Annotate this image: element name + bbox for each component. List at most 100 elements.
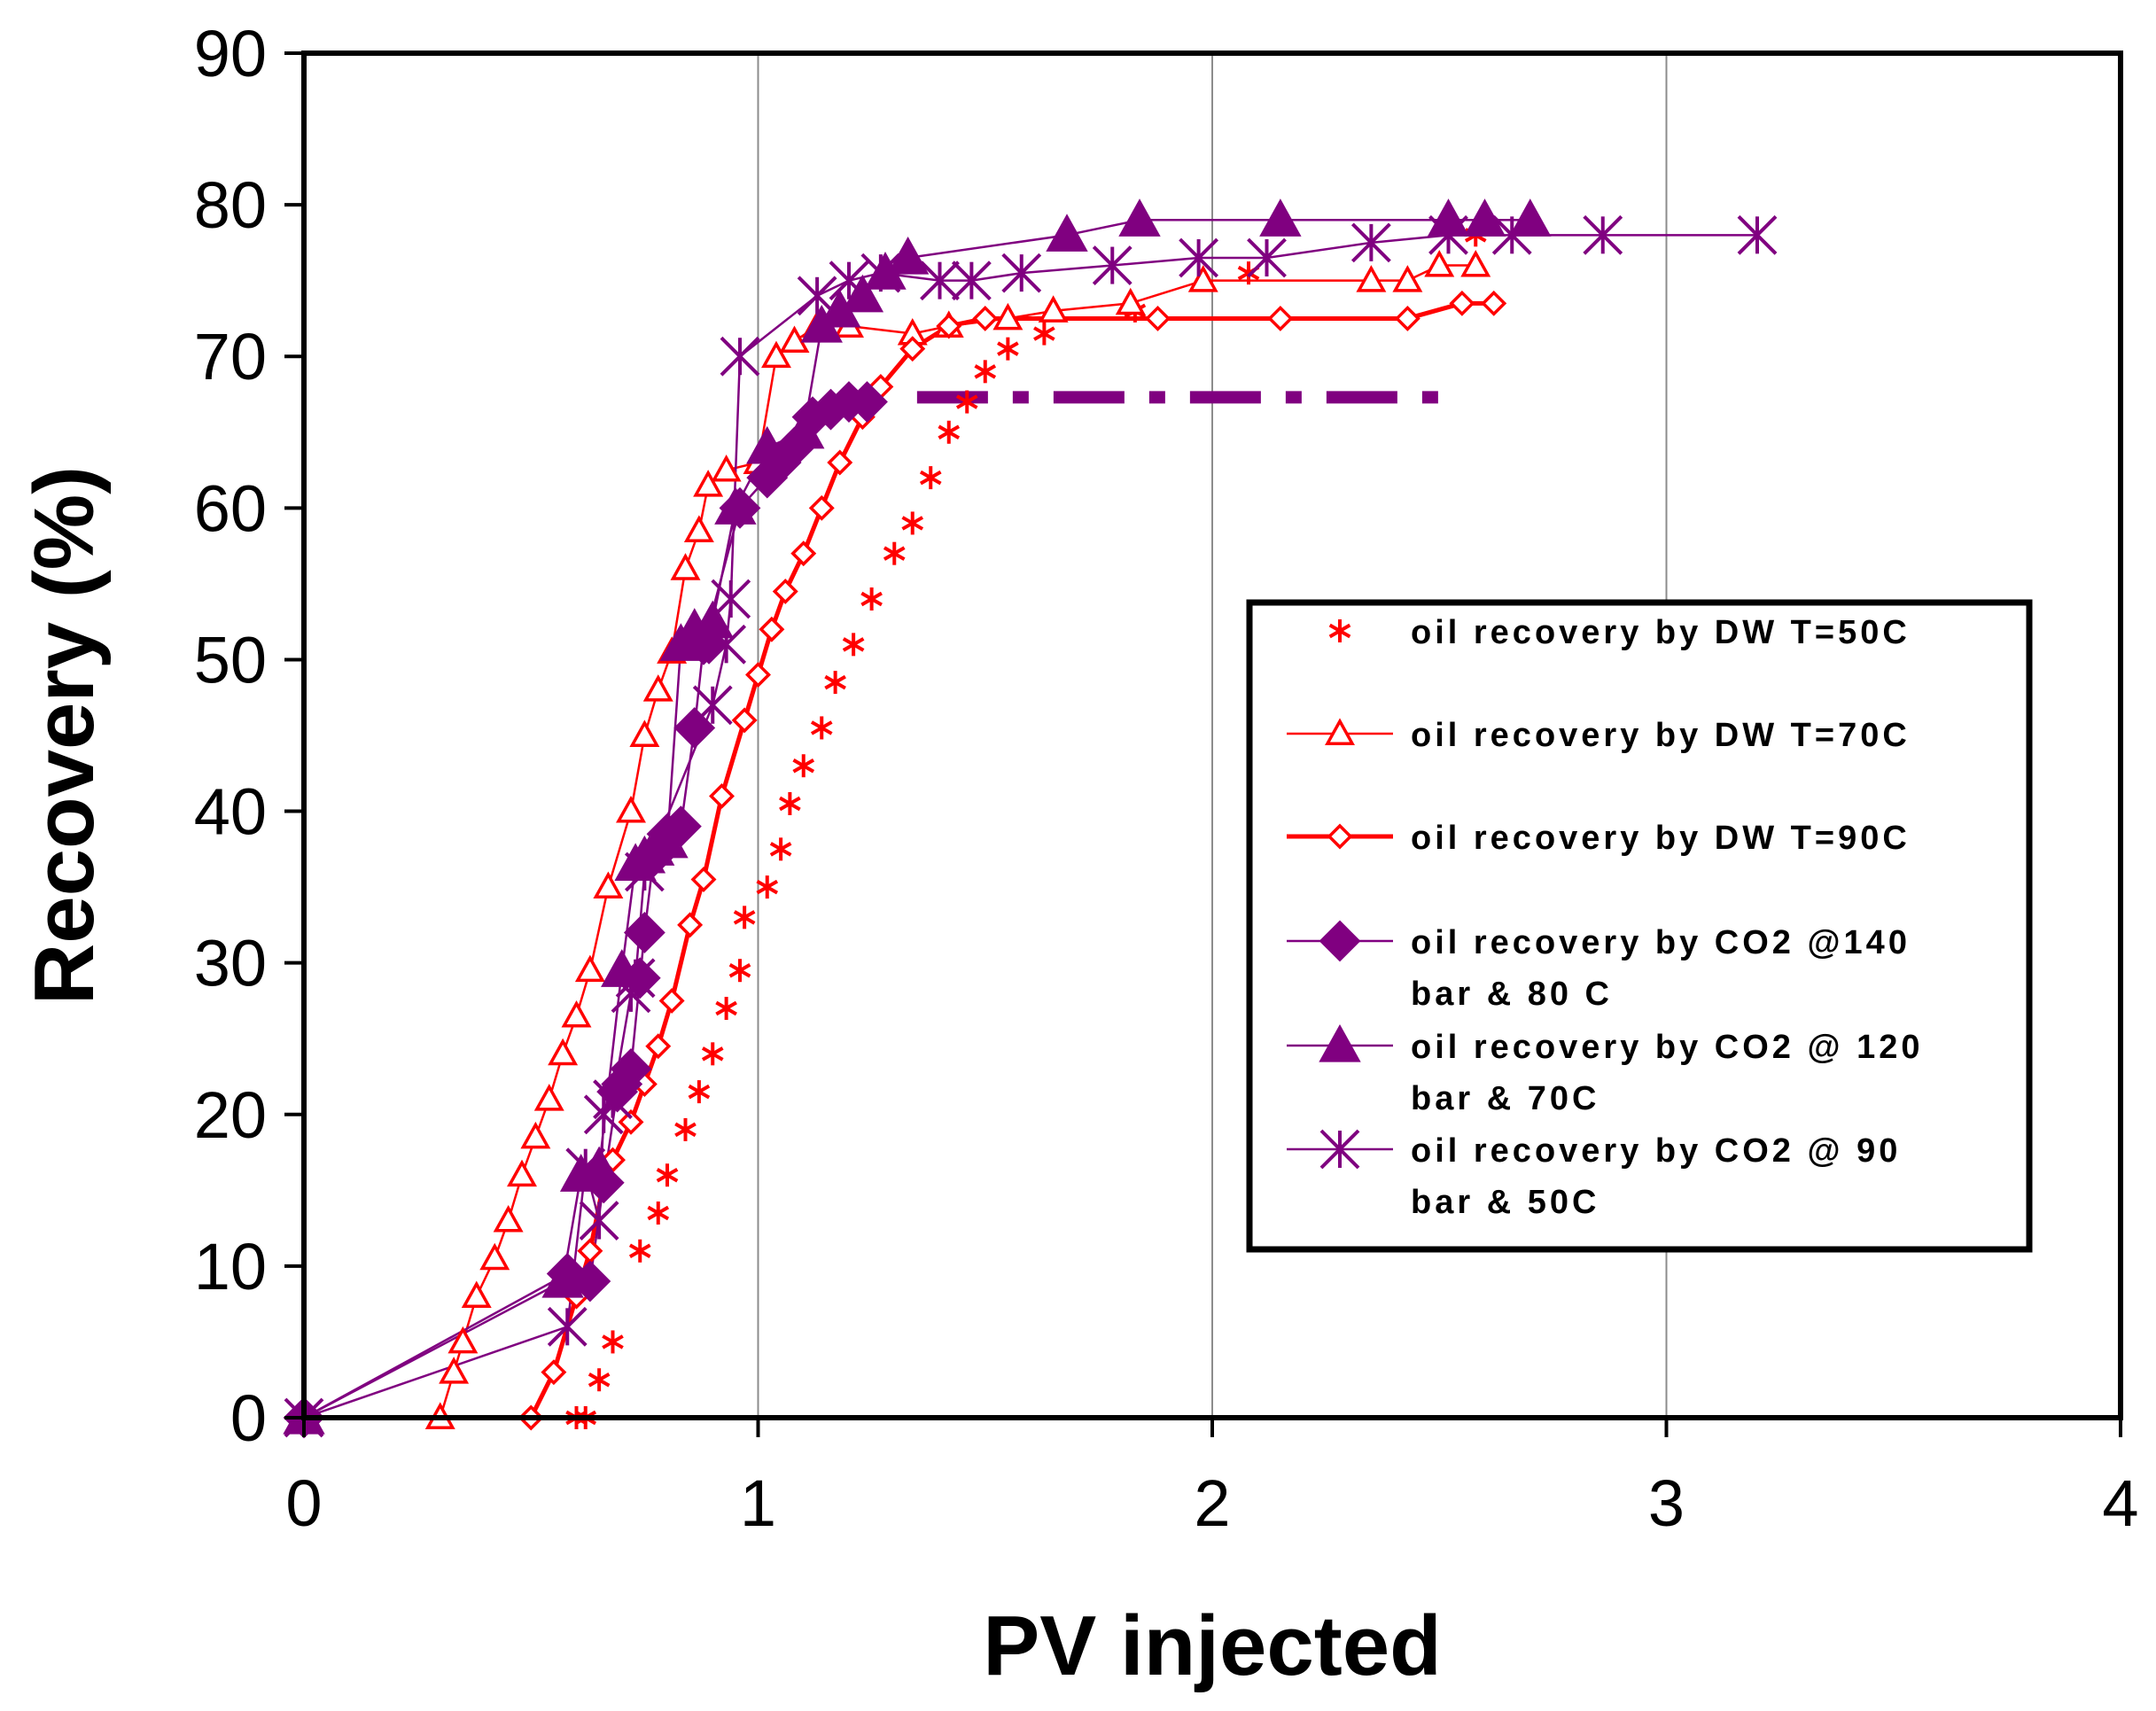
data-point [624, 852, 665, 892]
data-point [1038, 295, 1069, 323]
data-point [448, 1326, 479, 1354]
data-point [846, 381, 888, 423]
data-point-stroke [602, 1334, 624, 1349]
data-point [1449, 290, 1475, 316]
data-point [761, 340, 791, 369]
y-tick-label: 20 [194, 1078, 267, 1152]
data-point [715, 997, 737, 1020]
data-point [951, 261, 992, 301]
data-point [790, 541, 817, 567]
data-point-stroke [797, 276, 837, 316]
legend-label: bar & 50C [1411, 1184, 1599, 1221]
data-point [548, 1038, 579, 1066]
data-point [920, 261, 960, 301]
series-2-points [289, 249, 1491, 1429]
series-5-points [283, 198, 1552, 1435]
data-point [769, 837, 792, 861]
y-tick-label: 0 [230, 1381, 267, 1455]
data-point [623, 912, 665, 953]
data-point-stroke [792, 758, 815, 774]
data-point [1267, 305, 1294, 331]
data-point-stroke [779, 796, 801, 812]
x-tick-label: 2 [1194, 1466, 1230, 1540]
data-point [842, 633, 865, 657]
legend-marker [1319, 920, 1361, 962]
data-point-stroke [615, 958, 656, 999]
data-point [593, 1079, 633, 1120]
data-point-stroke [720, 336, 760, 377]
data-point [677, 912, 704, 938]
legend-label: oil recovery by CO2 @ 90 [1411, 1132, 1901, 1170]
series-3-points [291, 290, 1507, 1431]
data-point [593, 871, 624, 899]
data-point-stroke [733, 910, 756, 925]
data-point [688, 1080, 711, 1104]
data-point [1092, 245, 1132, 285]
data-point-stroke [1092, 245, 1132, 285]
data-point-stroke [1737, 214, 1778, 255]
data-point [602, 1330, 624, 1354]
legend-marker [1328, 619, 1351, 642]
data-point [1001, 253, 1042, 293]
data-point [1259, 198, 1302, 237]
data-point [673, 707, 716, 749]
data-point-stroke [1350, 222, 1391, 263]
legend-marker [1325, 718, 1355, 745]
data-point [1118, 198, 1161, 237]
data-point [746, 425, 789, 464]
data-point [1033, 322, 1055, 346]
data-point-stroke [769, 842, 792, 857]
data-point [1046, 214, 1088, 252]
legend-entry-3: oil recovery by DW T=90C [1287, 820, 1911, 857]
y-tick-label: 40 [194, 775, 267, 849]
data-point-stroke [624, 852, 665, 892]
legend-marker [1319, 1129, 1360, 1170]
data-point-stroke [883, 546, 906, 561]
data-point [670, 553, 701, 580]
data-point-stroke [919, 470, 942, 486]
legend-marker-stroke [1328, 623, 1351, 639]
data-point-stroke [829, 261, 869, 301]
data-point [615, 958, 656, 999]
x-tick-label: 3 [1648, 1466, 1685, 1540]
data-point [709, 782, 735, 809]
data-point-stroke [901, 516, 924, 531]
data-point [938, 420, 961, 444]
data-point [683, 515, 714, 542]
data-point [745, 662, 771, 688]
legend-label: oil recovery by CO2 @ 120 [1411, 1029, 1924, 1066]
data-point [541, 1259, 584, 1298]
data-point [797, 276, 837, 316]
data-point [955, 390, 978, 414]
data-point [691, 600, 734, 639]
data-point [997, 337, 1019, 361]
data-point [1481, 290, 1507, 316]
data-point [646, 820, 689, 859]
data-point [479, 1242, 510, 1271]
data-point [711, 579, 751, 619]
legend-label: oil recovery by DW T=90C [1411, 820, 1911, 857]
data-point [860, 587, 883, 611]
data-point [1392, 265, 1423, 292]
data-point-stroke [1583, 214, 1623, 255]
legend-entry-4: oil recovery by CO2 @140 bar & 80 C [1287, 920, 1907, 1013]
series-markers [283, 198, 1778, 1439]
y-tick-label: 70 [194, 320, 267, 393]
data-point [658, 987, 685, 1014]
legend-label: oil recovery by DW T=50C [1411, 614, 1911, 651]
data-point [701, 1042, 724, 1066]
data-point-stroke [579, 1201, 619, 1240]
data-point-stroke [692, 685, 733, 726]
data-point [493, 1204, 524, 1233]
data-point-stroke [593, 1079, 633, 1120]
data-point-stroke [701, 1046, 724, 1062]
data-point [901, 511, 924, 535]
data-point [1394, 305, 1420, 331]
data-point [616, 795, 646, 823]
y-tick-label: 50 [194, 623, 267, 696]
data-point [1350, 222, 1391, 263]
data-point-stroke [674, 1122, 697, 1138]
data-point [711, 454, 742, 482]
data-point [1115, 287, 1146, 315]
legend-marker-stroke [1319, 1129, 1360, 1170]
